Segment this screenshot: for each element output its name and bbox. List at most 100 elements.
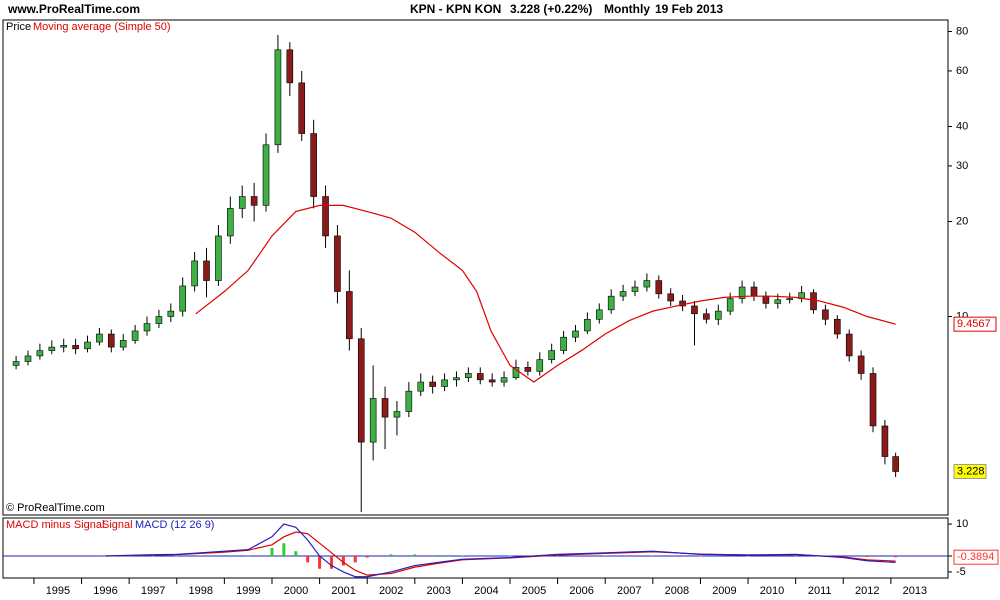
date: 19 Feb 2013 (655, 2, 723, 16)
last-value-box (953, 316, 997, 332)
macd-panel (2, 517, 949, 579)
histogram-bar (603, 555, 607, 556)
candle-body (405, 390, 413, 412)
histogram-bar (103, 555, 107, 557)
candle-body (131, 330, 139, 341)
x-tick-label: 1995 (46, 585, 70, 597)
candle-body (60, 345, 67, 348)
candle-body (774, 299, 782, 304)
candle-body (24, 355, 32, 362)
candle-body (108, 333, 115, 348)
x-tick-label: 2000 (284, 585, 308, 597)
legend-macd: MACD (12 26 9) (135, 519, 214, 531)
histogram-bar (460, 555, 464, 556)
candle-body (524, 367, 532, 372)
candle-body (393, 411, 401, 418)
candle-body (346, 291, 353, 340)
histogram-bar (270, 548, 274, 556)
candle-body (274, 49, 282, 146)
x-tick-label: 2007 (617, 585, 641, 597)
period: Monthly (604, 2, 650, 16)
candle-body (512, 367, 520, 378)
candle-body (786, 298, 794, 301)
x-tick-label: 2001 (331, 585, 355, 597)
histogram-bar (246, 555, 250, 556)
histogram-bar (698, 555, 702, 557)
legend-price: Price (6, 21, 31, 33)
y-tick-label: -5 (956, 566, 966, 578)
candle-body (381, 398, 389, 418)
candle-body (845, 333, 853, 357)
candle-body (714, 310, 722, 320)
candle-body (607, 295, 615, 311)
histogram-bar (841, 555, 845, 557)
macd-line (105, 523, 896, 578)
candle-body (762, 295, 770, 304)
x-tick-label: 2008 (665, 585, 689, 597)
candle-body (679, 300, 686, 307)
candle-body (560, 336, 567, 351)
candle-body (536, 359, 544, 372)
last-price-label: 3.228 (957, 465, 985, 477)
y-tick-label: 40 (956, 120, 968, 132)
candle-body (881, 425, 889, 457)
site: www.ProRealTime.com (7, 2, 140, 16)
histogram-bar (365, 555, 369, 558)
price-panel (2, 19, 949, 516)
x-tick-label: 2006 (569, 585, 593, 597)
legend-hist: MACD minus Signal (6, 519, 104, 531)
candle-body (822, 309, 829, 320)
x-tick-label: 2005 (522, 585, 546, 597)
candle-body (738, 286, 746, 299)
last-value-label: 9.4567 (957, 318, 991, 330)
candle-body (72, 345, 79, 350)
candle-body (500, 377, 508, 383)
candle-body (619, 291, 627, 297)
watermark: © ProRealTime.com (6, 502, 105, 514)
x-tick-label: 1998 (189, 585, 213, 597)
candle-body (48, 346, 56, 351)
candle-body (179, 285, 187, 312)
histogram-bar (894, 555, 898, 558)
candle-body (869, 373, 877, 427)
candle-body (155, 316, 163, 324)
x-tick-label: 2012 (855, 585, 879, 597)
candle-body (655, 280, 663, 295)
moving-average (195, 204, 896, 383)
candle-body (298, 82, 306, 134)
candle-body (703, 313, 710, 320)
histogram-bar (341, 555, 345, 566)
candle-body (631, 286, 639, 292)
candle-body (238, 196, 246, 209)
candle-body (572, 330, 579, 338)
histogram-bar (746, 555, 750, 557)
x-tick-label: 2002 (379, 585, 403, 597)
candle-body (36, 350, 44, 357)
candle-body (334, 235, 341, 292)
candle-body (357, 338, 365, 443)
x-tick-label: 2011 (808, 585, 832, 597)
candle-body (286, 49, 294, 84)
candle-body (667, 293, 674, 302)
candle-body (465, 373, 472, 378)
last-value-label: -0.3894 (957, 551, 994, 563)
legend-signal: Signal (102, 519, 133, 531)
histogram-bar (437, 555, 441, 556)
candle-body (595, 309, 603, 320)
histogram-bar (353, 555, 357, 563)
histogram-bar (865, 555, 869, 557)
histogram-bar (151, 555, 155, 557)
candle-body (310, 133, 317, 197)
candle-body (750, 286, 758, 297)
histogram-bar (413, 554, 417, 556)
candle-body (643, 280, 651, 288)
last-value-box (953, 549, 999, 565)
candle-body (584, 318, 591, 332)
candle-body (191, 260, 198, 287)
x-tick-label: 1996 (93, 585, 117, 597)
candle-body (834, 318, 841, 335)
x-tick-label: 2003 (427, 585, 451, 597)
candle-body (417, 381, 425, 392)
